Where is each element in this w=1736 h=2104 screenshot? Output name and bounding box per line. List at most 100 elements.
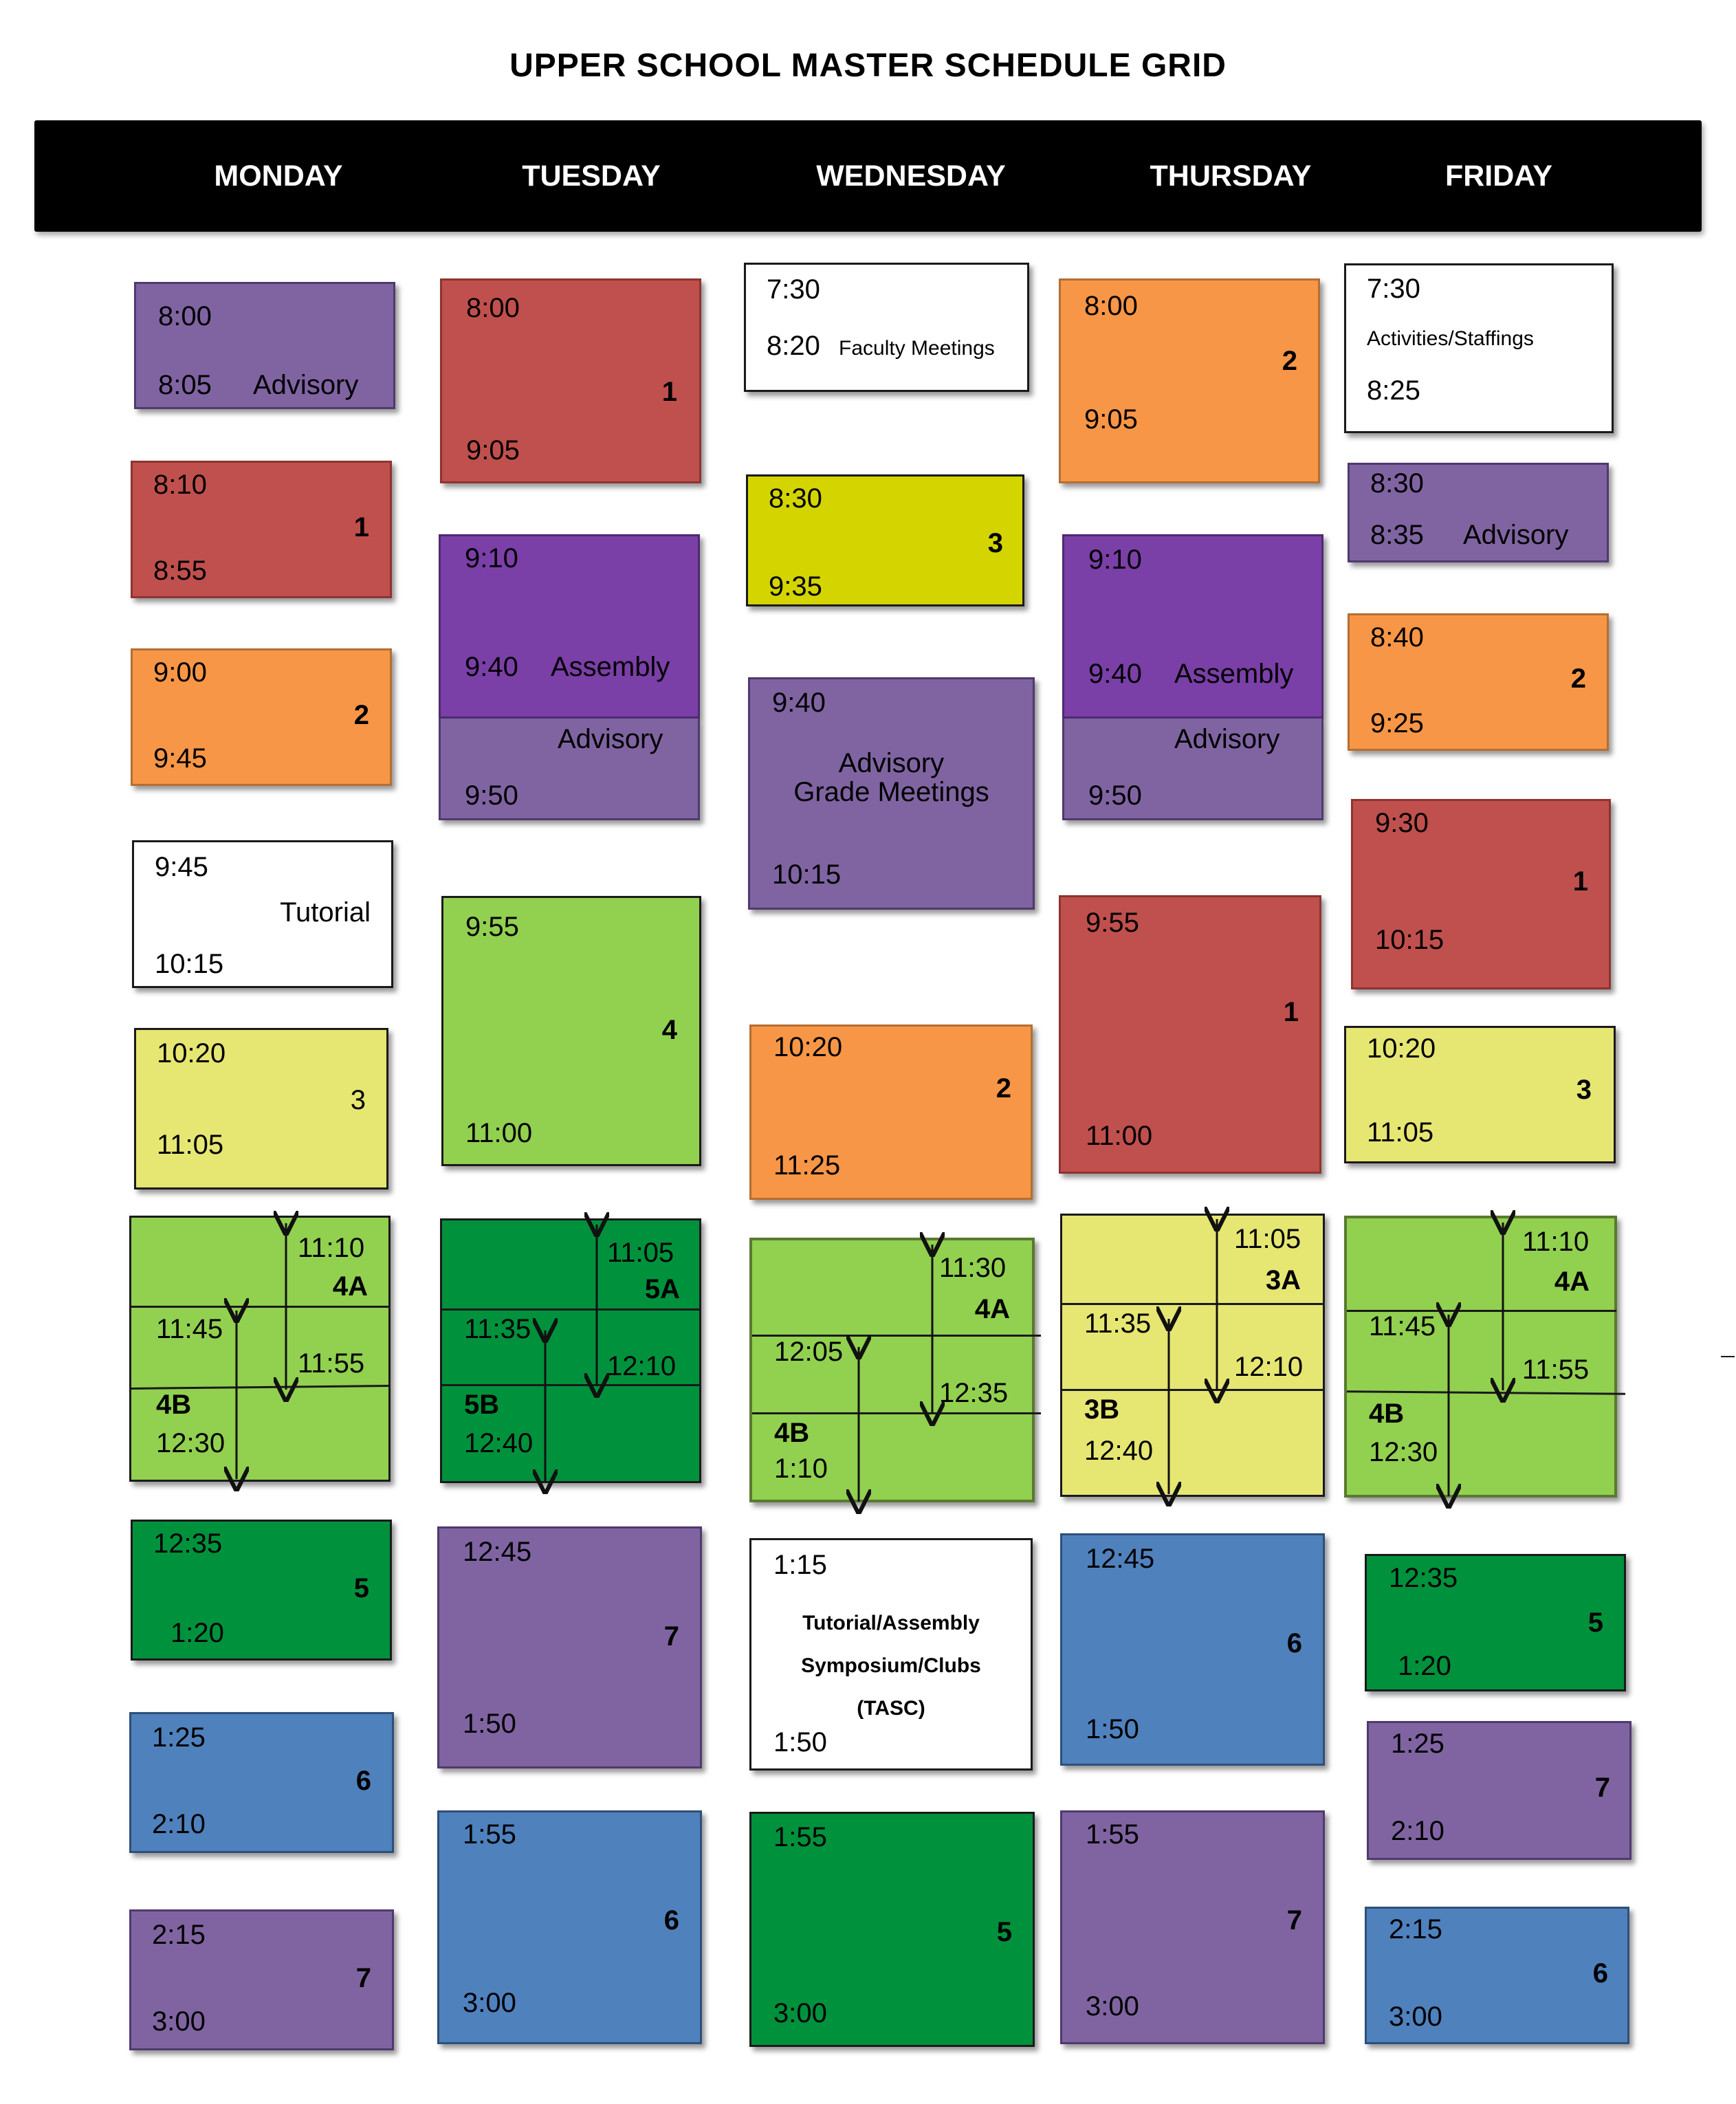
fri-period-6-block: 2:15 6 3:00 (1365, 1907, 1629, 2044)
b-end-time: 12:30 (156, 1428, 226, 1458)
fri-advisory-block: 8:30 8:35 Advisory (1348, 463, 1609, 562)
thu-period-1-block: 9:55 1 11:00 (1059, 895, 1321, 1174)
start-time: 9:40 (772, 688, 826, 718)
a-start-time: 11:10 (298, 1233, 365, 1263)
wed-period-2-block: 10:20 2 11:25 (749, 1024, 1033, 1200)
block-label: Activities/Staffings (1367, 327, 1534, 350)
block-label: Advisory (558, 724, 663, 754)
end-time: 10:15 (1375, 925, 1444, 955)
b-start-time: 11:45 (156, 1314, 223, 1344)
block-label-line2: Symposium/Clubs (801, 1654, 981, 1677)
start-time: 9:00 (153, 657, 207, 688)
fri-activities-staffings-block: 7:30 Activities/Staffings 8:25 (1344, 263, 1614, 433)
period-number: 3 (1576, 1075, 1592, 1105)
block-label: Advisory (1174, 724, 1280, 754)
day-header-bar: MONDAY TUESDAY WEDNESDAY THURSDAY FRIDAY (34, 120, 1702, 232)
divider-line (1062, 1389, 1323, 1391)
tue-period-6-block: 1:55 6 3:00 (437, 1810, 702, 2044)
thu-advisory-block: Advisory 9:50 (1062, 719, 1323, 820)
fri-period-5-block: 12:35 5 1:20 (1365, 1554, 1626, 1691)
period-number: 7 (1286, 1905, 1302, 1936)
period-number: 2 (996, 1073, 1011, 1104)
block-label-line3: (TASC) (857, 1697, 925, 1720)
end-time: 11:05 (1367, 1117, 1434, 1148)
divider-line (1062, 1303, 1323, 1305)
period-number: 2 (353, 700, 369, 730)
a-start-time: 11:30 (939, 1253, 1007, 1283)
divider-line (752, 1412, 1041, 1414)
end-time: 8:05 (158, 370, 212, 400)
start-time: 8:30 (769, 483, 822, 514)
end-time: 1:50 (463, 1709, 516, 1739)
wed-advisory-grade-meetings-block: 9:40 Advisory Grade Meetings 10:15 (748, 677, 1035, 910)
start-time: 12:45 (463, 1537, 532, 1567)
b-start-time: 12:05 (774, 1337, 844, 1367)
period-number: 1 (353, 512, 369, 543)
start-time: 8:00 (158, 301, 212, 331)
double-arrow-icon (131, 1218, 393, 1484)
mon-period-7-block: 2:15 7 3:00 (129, 1909, 394, 2050)
b-section-label: 4B (156, 1390, 192, 1420)
tue-assembly-block: 9:10 9:40 Assembly (439, 534, 700, 719)
end-time: 3:00 (773, 1998, 827, 2028)
mon-period-5-block: 12:35 5 1:20 (131, 1520, 392, 1661)
end-time: 9:50 (465, 780, 518, 811)
b-end-time: 12:40 (1084, 1436, 1154, 1466)
a-end-time: 11:55 (298, 1348, 365, 1379)
a-section-label: 4A (974, 1294, 1010, 1324)
tue-split-period-5-block: 11:05 5A 11:35 12:10 5B 12:40 (440, 1218, 701, 1483)
mon-period-2-block: 9:00 2 9:45 (131, 648, 392, 786)
b-section-label: 3B (1084, 1394, 1120, 1425)
start-time: 1:25 (152, 1722, 206, 1753)
block-label: Assembly (1174, 659, 1294, 689)
end-time: 9:25 (1370, 708, 1424, 738)
end-time: 3:00 (1086, 1991, 1139, 2021)
period-number: 7 (355, 1963, 371, 1993)
fri-period-3-block: 10:20 3 11:05 (1344, 1026, 1616, 1163)
block-label: Advisory (838, 748, 945, 778)
b-start-time: 11:35 (1084, 1308, 1152, 1339)
start-time: 1:55 (1086, 1819, 1139, 1850)
start-time: 7:30 (1367, 274, 1420, 304)
start-time: 1:55 (463, 1819, 516, 1850)
a-section-label: 3A (1265, 1265, 1301, 1295)
tue-period-7-block: 12:45 7 1:50 (437, 1526, 702, 1768)
thu-assembly-block: 9:10 9:40 Assembly (1062, 534, 1323, 719)
start-time: 8:00 (466, 293, 520, 323)
start-time: 10:20 (773, 1032, 843, 1062)
end-time: 1:50 (1086, 1714, 1139, 1744)
start-time: 8:00 (1084, 291, 1138, 321)
double-arrow-icon (1347, 1218, 1620, 1500)
start-time: 9:55 (1086, 908, 1139, 938)
end-time: 11:05 (157, 1130, 224, 1160)
thu-period-6-block: 12:45 6 1:50 (1060, 1533, 1325, 1766)
a-start-time: 11:05 (1234, 1224, 1301, 1254)
thu-period-7-block: 1:55 7 3:00 (1060, 1810, 1325, 2044)
double-arrow-icon (752, 1240, 1037, 1505)
end-time: 3:00 (463, 1988, 516, 2018)
end-time: 3:00 (152, 2006, 206, 2037)
mon-advisory-block: 8:00 8:05 Advisory (134, 282, 395, 409)
day-thursday: THURSDAY (1150, 160, 1312, 193)
b-end-time: 12:30 (1369, 1437, 1438, 1467)
block-label: Tutorial (280, 897, 371, 928)
end-time: 9:05 (466, 435, 520, 465)
end-time: 9:45 (153, 743, 207, 774)
block-label-line1: Tutorial/Assembly (802, 1612, 980, 1634)
day-friday: FRIDAY (1444, 160, 1553, 193)
tue-period-4-block: 9:55 4 11:00 (441, 896, 701, 1166)
mon-tutorial-block: 9:45 Tutorial 10:15 (132, 840, 393, 988)
start-time: 10:20 (157, 1038, 226, 1069)
divider-line (752, 1335, 1041, 1337)
period-number: 6 (1592, 1958, 1608, 1988)
block-label: Advisory (1463, 520, 1569, 550)
period-number: 5 (1587, 1608, 1603, 1638)
a-end-time: 11:55 (1522, 1355, 1590, 1385)
double-arrow-icon (442, 1220, 703, 1485)
end-time: 3:00 (1389, 2002, 1442, 2032)
b-end-time: 12:40 (464, 1428, 534, 1458)
start-time: 1:55 (773, 1822, 827, 1852)
start-time: 9:10 (465, 543, 518, 573)
a-start-time: 11:10 (1522, 1227, 1590, 1257)
period-number: 7 (663, 1621, 679, 1652)
